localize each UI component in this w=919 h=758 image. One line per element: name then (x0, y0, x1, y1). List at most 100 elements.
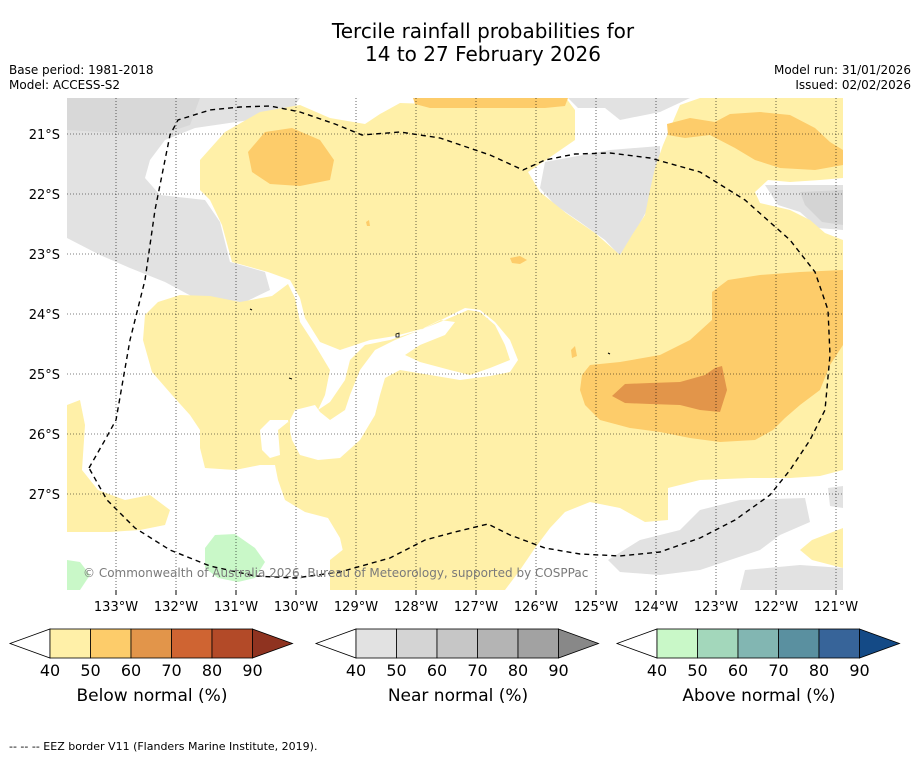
copyright-notice: © Commonwealth of Australia 2026, Bureau… (83, 566, 588, 580)
near-normal-region-e-3 (828, 486, 843, 508)
lon-labels: 133°W 132°W 131°W 130°W 129°W 128°W 127°… (94, 600, 858, 615)
legend-near-high-triangle (558, 628, 600, 659)
below-normal-region-60 (612, 366, 727, 412)
legend-above-swatch (697, 628, 739, 659)
chart-title: Tercile rainfall probabilities for 14 to… (0, 20, 919, 66)
lon-label: 133°W (94, 600, 138, 615)
legend-below-swatch (49, 628, 91, 659)
title-line-2: 14 to 27 February 2026 (365, 42, 601, 66)
lon-label: 131°W (214, 600, 258, 615)
legend-above-tick: 40 (647, 661, 667, 680)
near-normal-region-e-2 (800, 190, 843, 225)
near-normal-region-ne (540, 146, 660, 258)
legend-below-swatch (211, 628, 253, 659)
lat-label: 23°S (29, 248, 60, 263)
map-marker-dash-1 (249, 308, 253, 311)
legend-above-tick: 80 (809, 661, 829, 680)
legend-above-tick: 50 (687, 661, 707, 680)
legend-near-tick: 50 (386, 661, 406, 680)
legend-title-above: Above normal (%) (682, 686, 836, 706)
legend-below-high-triangle (252, 628, 294, 659)
lon-label: 132°W (154, 600, 198, 615)
legend-near-tick: 60 (427, 661, 447, 680)
legend-below-tick: 50 (80, 661, 100, 680)
map-marker-dash-3 (607, 352, 611, 355)
legend-below-tick: 90 (242, 661, 262, 680)
legend-near-tick: 40 (346, 661, 366, 680)
legend-above-swatch (818, 628, 860, 659)
lon-label: 122°W (754, 600, 798, 615)
map-marker-dash-2 (288, 377, 293, 380)
below-normal-region-main (143, 98, 843, 590)
legend-near-tick: 90 (548, 661, 568, 680)
meta-left: Base period: 1981-2018 Model: ACCESS-S2 (9, 63, 154, 93)
legend-near-swatch (436, 628, 478, 659)
meta-right: Model run: 31/01/2026 Issued: 02/02/2026 (774, 63, 911, 93)
legend-below-low-triangle (8, 628, 51, 659)
base-period: Base period: 1981-2018 (9, 63, 154, 77)
legend-below-tick: 70 (161, 661, 181, 680)
model-name: Model: ACCESS-S2 (9, 78, 121, 92)
below-normal-dot-2 (571, 346, 577, 358)
legend-near-low-triangle (314, 628, 357, 659)
title-line-1: Tercile rainfall probabilities for (331, 19, 635, 43)
lat-labels: 21°S 22°S 23°S 24°S 25°S 26°S 27°S (29, 128, 60, 503)
legend-below-swatch (90, 628, 132, 659)
legend-above-swatch (778, 628, 820, 659)
issued-date: Issued: 02/02/2026 (795, 78, 911, 92)
legend-below-tick: 40 (40, 661, 60, 680)
legend-near-swatch (517, 628, 559, 659)
legend-below-swatch (130, 628, 172, 659)
below-normal-region-50-ne (667, 112, 843, 170)
lon-label: 128°W (394, 600, 438, 615)
lat-label: 25°S (29, 368, 60, 383)
below-normal-region-west (67, 400, 170, 532)
legend-near-swatch (396, 628, 438, 659)
gridlines (67, 98, 843, 590)
model-run: Model run: 31/01/2026 (773, 63, 911, 77)
footer-note: -- -- -- EEZ border V11 (Flanders Marine… (9, 740, 318, 753)
legend-below-tick: 80 (202, 661, 222, 680)
lon-label: 125°W (574, 600, 618, 615)
legend-above-swatch (656, 628, 698, 659)
legend-bars: 40 50 60 70 80 90 40 50 60 70 80 90 40 50 60 70 80 90 (8, 628, 901, 680)
lon-label: 129°W (334, 600, 378, 615)
legend-above-high-triangle (859, 628, 901, 659)
lon-label: 124°W (634, 600, 678, 615)
eez-border (88, 105, 831, 579)
lat-label: 24°S (29, 308, 60, 323)
below-normal-dot-3 (366, 220, 370, 226)
map-marker-small (395, 332, 400, 338)
lon-label: 123°W (694, 600, 738, 615)
lat-label: 22°S (29, 188, 60, 203)
legend-near-swatch (477, 628, 519, 659)
legend-above-tick: 90 (849, 661, 869, 680)
lon-label: 130°W (274, 600, 318, 615)
below-normal-region-se (800, 528, 843, 568)
legend-above-tick: 60 (728, 661, 748, 680)
near-normal-region-nw-top (67, 98, 200, 135)
lon-label: 121°W (814, 600, 858, 615)
legend-below-tick: 60 (121, 661, 141, 680)
legend-above-low-triangle (615, 628, 658, 659)
below-normal-region-50-top (413, 98, 568, 108)
below-normal-dot-1 (510, 256, 527, 264)
legend-near-swatch (355, 628, 397, 659)
legend-below-swatch (171, 628, 213, 659)
map-fields (67, 98, 843, 590)
lon-label: 127°W (454, 600, 498, 615)
above-normal-region-1 (205, 534, 265, 582)
legend-above-tick: 70 (768, 661, 788, 680)
below-normal-region-50-nw (248, 128, 334, 186)
lat-label: 21°S (29, 128, 60, 143)
near-normal-region-se (608, 498, 810, 575)
legend-near-tick: 80 (508, 661, 528, 680)
legend-title-near: Near normal (%) (387, 686, 529, 706)
below-normal-region-s (330, 548, 430, 590)
lat-label: 26°S (29, 428, 60, 443)
legend-title-below: Below normal (%) (76, 686, 228, 706)
near-normal-region-ne-2 (568, 98, 690, 120)
near-normal-region-se-2 (740, 565, 843, 590)
near-normal-region-nw-2 (210, 98, 300, 122)
